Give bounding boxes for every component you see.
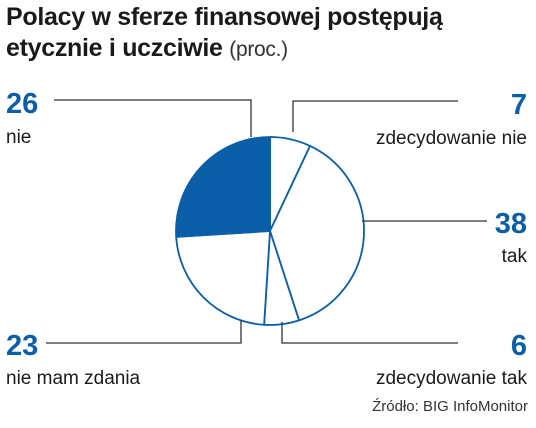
chart-title: Polacy w sferze finansowej postępują ety…: [6, 2, 526, 65]
title-line-2: etycznie i uczciwie (proc.): [6, 33, 526, 65]
pie-slice-1: [269, 145, 365, 322]
value-label-4: 26: [6, 88, 38, 120]
category-label-4: nie: [6, 127, 31, 148]
title-line-2-text: etycznie i uczciwie: [6, 34, 223, 62]
category-label-2: zdecydowanie tak: [376, 368, 528, 389]
category-label-3: nie mam zdania: [6, 368, 141, 389]
pie-slice-3: [175, 230, 271, 326]
value-label-1: 38: [495, 208, 527, 240]
unit-label: (proc.): [229, 38, 288, 61]
category-label-1: tak: [502, 246, 528, 267]
title-line-1: Polacy w sferze finansowej postępują: [6, 3, 443, 31]
leader-line-3: [46, 320, 242, 344]
pie-slice-4: [175, 136, 271, 238]
value-label-2: 6: [511, 330, 527, 362]
category-label-0: zdecydowanie nie: [376, 128, 527, 149]
leader-line-0: [292, 100, 458, 132]
leader-line-2: [281, 322, 458, 344]
source-note: Źródło: BIG InfoMonitor: [372, 398, 528, 415]
leader-line-4: [54, 99, 252, 137]
value-label-0: 7: [511, 89, 527, 121]
value-label-3: 23: [6, 330, 38, 362]
